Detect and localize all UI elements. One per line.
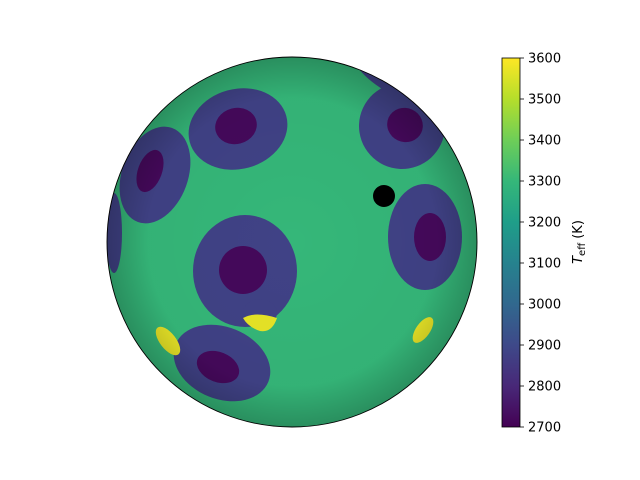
- colorbar-tick-label: 2700: [528, 421, 561, 436]
- colorbar-tick-label: 3200: [528, 216, 561, 231]
- colorbar-gradient: [501, 57, 521, 428]
- colorbar-tick-label: 2800: [528, 380, 561, 395]
- transiting-planet: [373, 185, 395, 207]
- star-disk: [106, 56, 478, 428]
- colorbar-ticks: 2700 2800 2900 3000 3100 3200 3300 3400 3500 3600: [520, 52, 561, 436]
- colorbar-tick-label: 3100: [528, 257, 561, 272]
- colorbar-tick-label: 3600: [528, 52, 561, 67]
- colorbar-tick-label: 3500: [528, 93, 561, 108]
- colorbar-tick-label: 3300: [528, 175, 561, 190]
- colorbar-label-unit: (K): [571, 220, 586, 243]
- colorbar-label-subscript: eff: [577, 242, 588, 256]
- star-outline: [106, 56, 478, 428]
- colorbar: 2700 2800 2900 3000 3100 3200 3300 3400 3500 3600…: [501, 52, 588, 436]
- colorbar-tick-label: 2900: [528, 339, 561, 354]
- colorbar-label: Teff (K): [571, 220, 588, 264]
- colorbar-tick-label: 3400: [528, 134, 561, 149]
- colorbar-label-main: T: [571, 255, 586, 264]
- colorbar-tick-label: 3000: [528, 298, 561, 313]
- limb-darkening-shade: [107, 57, 477, 427]
